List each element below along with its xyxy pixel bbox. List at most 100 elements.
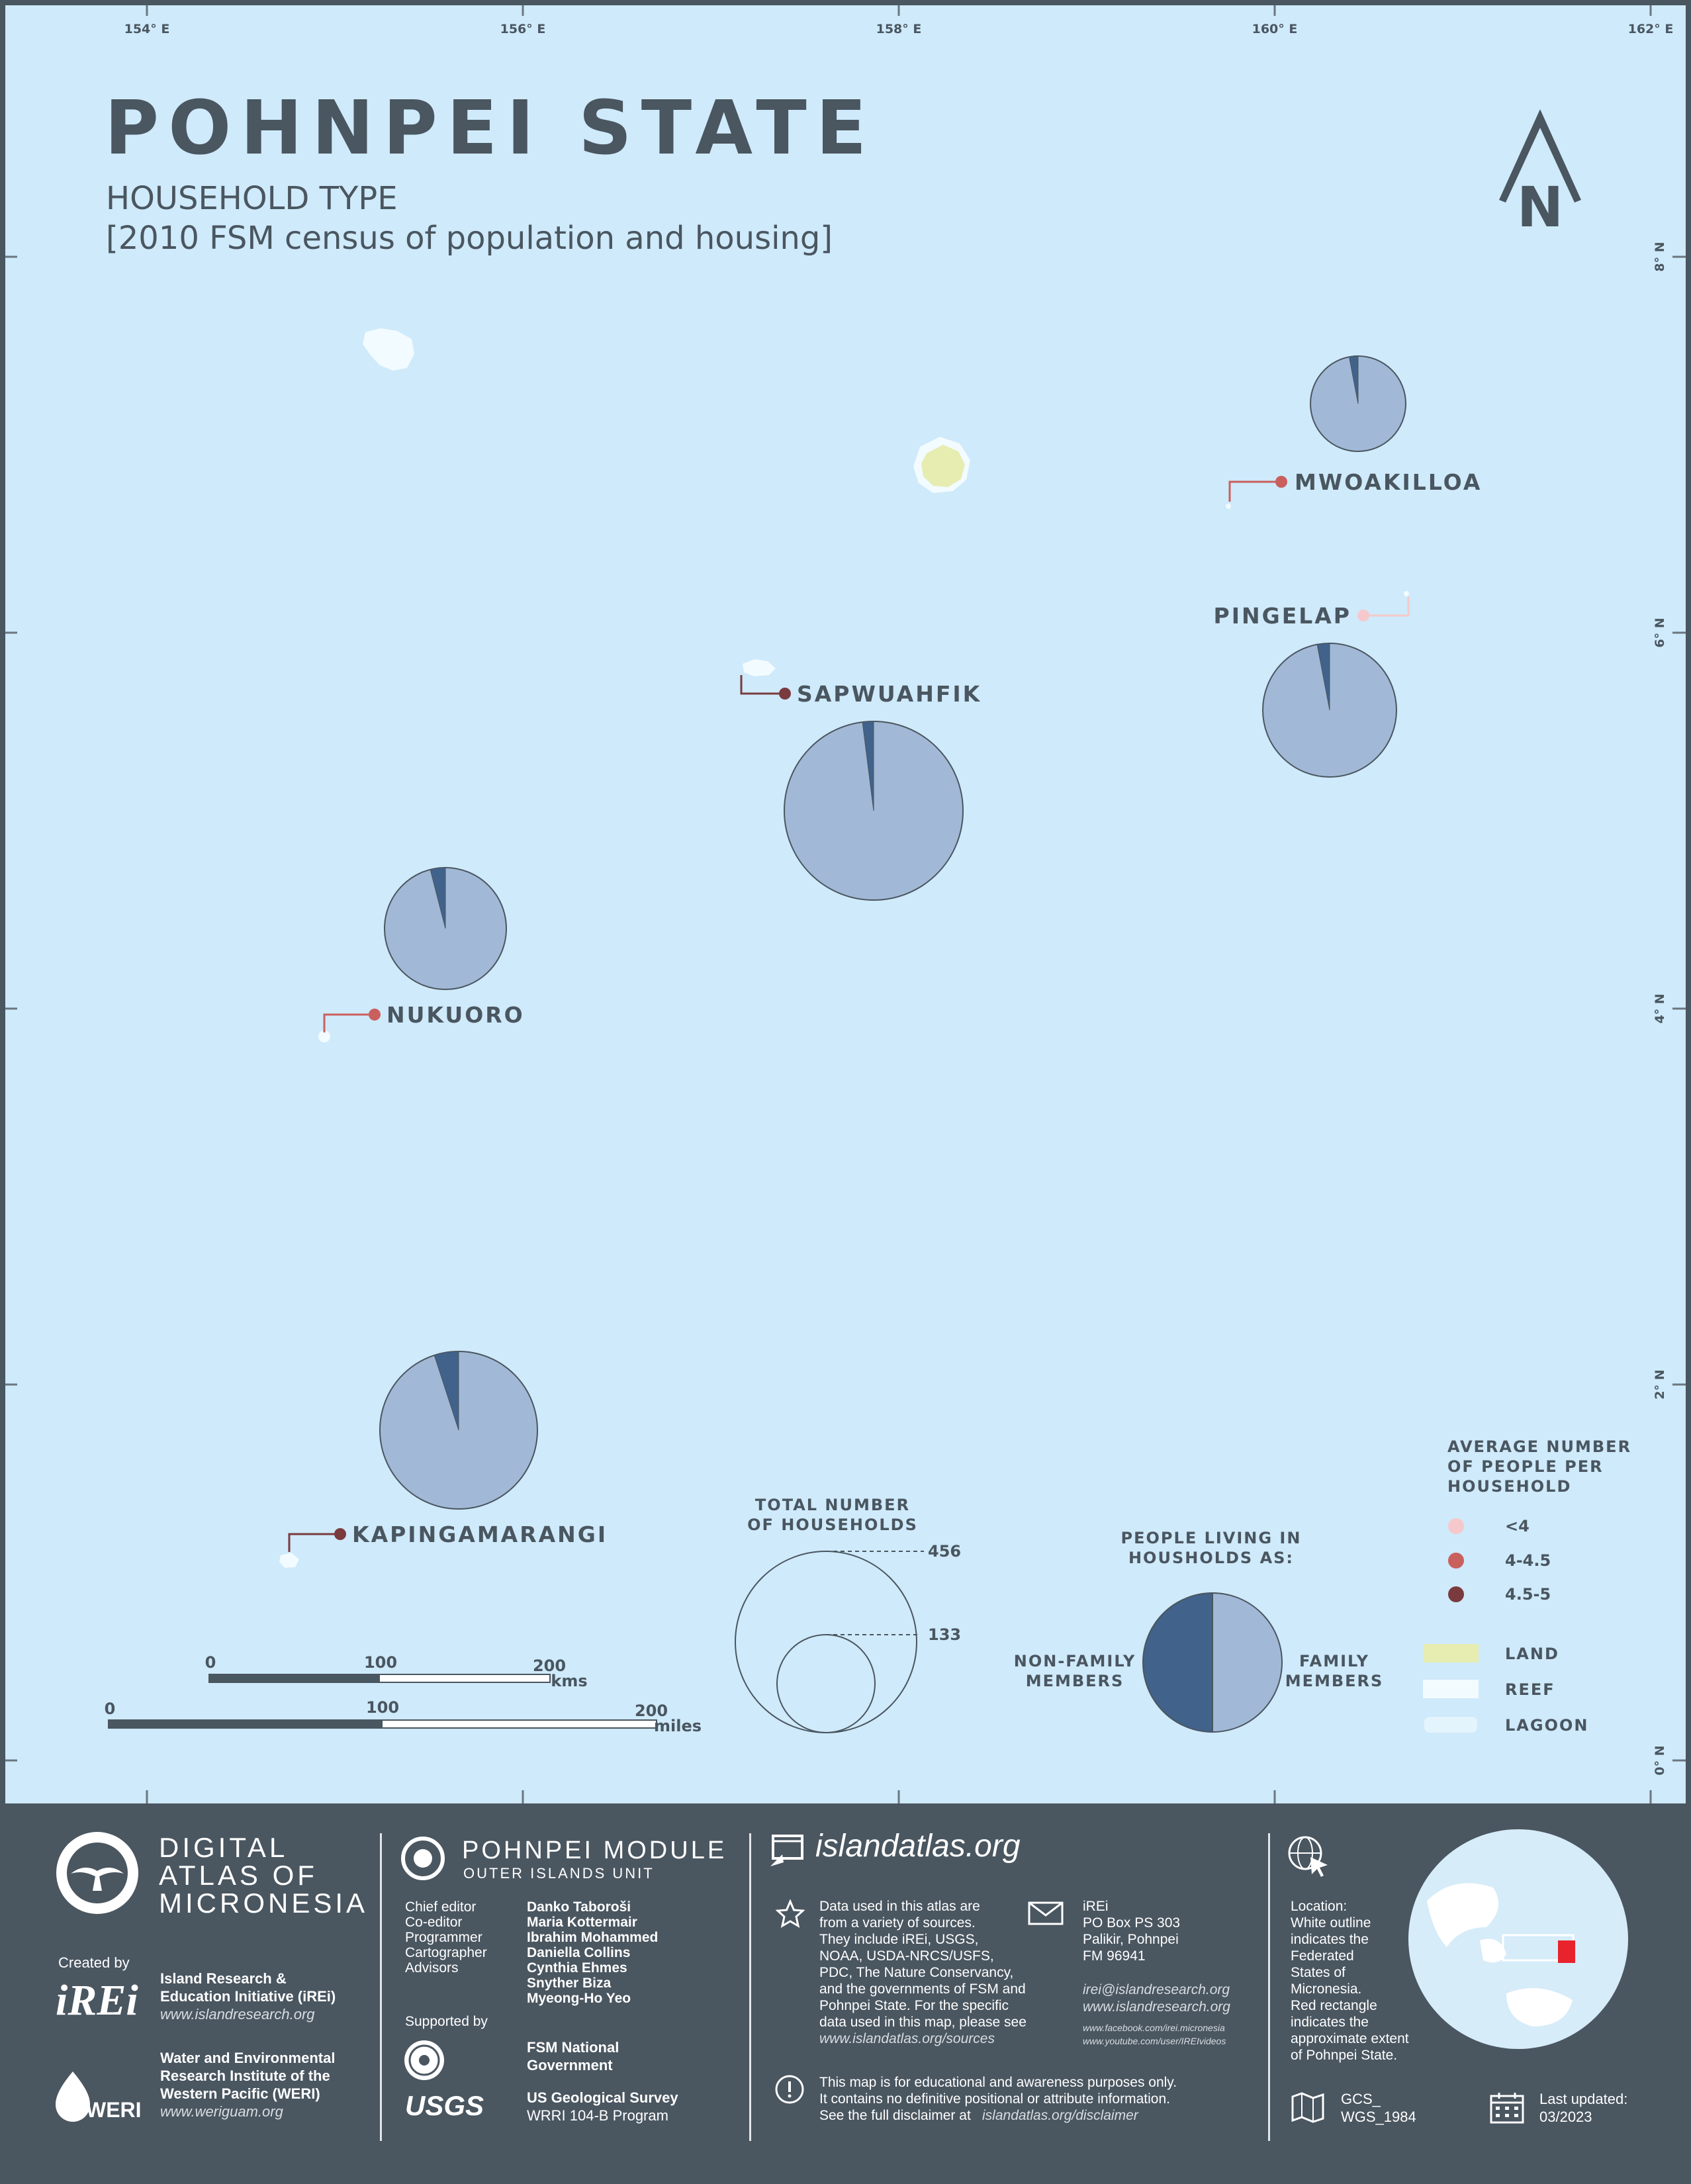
source-note: [2010 FSM census of population and housi… [106, 220, 833, 257]
site-link[interactable]: islandatlas.org [815, 1829, 1021, 1864]
avg-class-4-45: 4-4.5 [1505, 1551, 1551, 1570]
contact-address: iREi PO Box PS 303 Palikir, Pohnpei FM 9… [1083, 1899, 1181, 1964]
gcs-name-1: GCS_ [1341, 2091, 1381, 2107]
mail-icon [1028, 1901, 1064, 1925]
svg-text:AVERAGE NUMBER: AVERAGE NUMBER [1447, 1437, 1631, 1456]
kapinga-label: KAPINGAMARANGI [352, 1522, 608, 1547]
nukuoro-pie-non-family [430, 867, 446, 929]
lat-label-8: 8° N [1653, 242, 1667, 271]
map: 154° E 156° E 158° E 160° E 162° E 8° N … [5, 5, 1686, 1803]
km-label-0: 0 [205, 1653, 216, 1672]
kapinga-avg-dot [334, 1528, 346, 1540]
svg-text:N: N [1517, 175, 1563, 240]
footer-divider-1 [380, 1833, 382, 2141]
mi-label-100: 100 [366, 1698, 399, 1717]
weri-name-3: Western Pacific (WERI) [160, 2085, 320, 2102]
footer-divider-3 [1268, 1833, 1270, 2141]
avg-class-lt4: <4 [1505, 1517, 1530, 1535]
map-projection-icon [1291, 2092, 1324, 2123]
svg-text:HOUSHOLDS AS:: HOUSHOLDS AS: [1128, 1549, 1294, 1567]
pingelap-reef [1404, 591, 1409, 596]
atlas-logo-icon [56, 1832, 138, 1914]
nukuoro-leader [323, 1013, 375, 1032]
size-value-456: 456 [928, 1542, 961, 1561]
pohnpei-seal-icon [401, 1837, 445, 1880]
svg-text:OF PEOPLE PER: OF PEOPLE PER [1447, 1457, 1604, 1476]
ocean [5, 5, 1686, 1803]
map-subtitle: HOUSEHOLD TYPE [106, 180, 398, 217]
mwoakilloa-avg-dot [1275, 476, 1287, 488]
avg-class-45-5: 4.5-5 [1505, 1585, 1551, 1604]
location-text: Location: White outline indicates the Fe… [1291, 1899, 1409, 2063]
mwoakilloa-label: MWOAKILLOA [1295, 469, 1482, 495]
contact-web-link[interactable]: www.islandresearch.org [1083, 1999, 1230, 2015]
sources-link[interactable]: www.islandatlas.org/sources [819, 2031, 995, 2046]
sapwuahfik-label: SAPWUAHFIK [797, 681, 982, 707]
reef-shape [363, 328, 414, 371]
website-icon [770, 1835, 803, 1866]
facebook-link[interactable]: www.facebook.com/irei.micronesia [1083, 2023, 1225, 2033]
irei-url-link[interactable]: www.islandresearch.org [160, 2006, 315, 2023]
pingelap-leader [1363, 597, 1410, 617]
irei-logo: iREi [56, 1976, 138, 2025]
youtube-link[interactable]: www.youtube.com/user/IREIvideos [1083, 2036, 1226, 2046]
lon-label-162: 162° E [1628, 22, 1674, 36]
lon-label-154: 154° E [124, 22, 170, 36]
irei-name-1: Island Research & [160, 1970, 287, 1987]
lat-label-2: 2° N [1653, 1369, 1667, 1399]
staff-roles: Chief editor Co-editor Programmer Cartog… [405, 1899, 487, 1976]
staff-names: Danko Taboroši Maria Kottermair Ibrahim … [527, 1899, 659, 2006]
weri-url-link[interactable]: www.weriguam.org [160, 2103, 283, 2120]
mi-label-200: 200 [635, 1702, 668, 1720]
svg-text:PEOPLE LIVING IN: PEOPLE LIVING IN [1121, 1529, 1302, 1547]
pingelap-avg-dot [1357, 610, 1369, 621]
usgs-name-2: WRRI 104-B Program [527, 2107, 668, 2124]
fsm-name-2: Government [527, 2057, 613, 2073]
lon-label-160: 160° E [1252, 22, 1298, 36]
contact-email-link[interactable]: irei@islandresearch.org [1083, 1982, 1230, 1997]
lon-label-158: 158° E [876, 22, 922, 36]
pingelap-label: PINGELAP [1214, 603, 1351, 629]
calendar-icon [1490, 2093, 1524, 2124]
lat-label-6: 6° N [1653, 617, 1667, 647]
lagoon-label: LAGOON [1505, 1716, 1588, 1735]
usgs-logo: USGS [405, 2090, 484, 2121]
svg-text:OF HOUSEHOLDS: OF HOUSEHOLDS [747, 1516, 918, 1534]
island-shapes [279, 328, 1409, 1568]
kapinga-reef [279, 1553, 299, 1568]
nukuoro-label: NUKUORO [387, 1002, 525, 1028]
weri-logo: WERI [86, 2098, 142, 2122]
mi-unit: miles [654, 1717, 702, 1735]
pohnpei-land [921, 445, 965, 487]
mi-label-0: 0 [105, 1700, 116, 1718]
footer-divider-2 [749, 1833, 751, 2141]
pingelap-pie-non-family [1316, 643, 1330, 711]
legend-household-type: PEOPLE LIVING IN HOUSHOLDS AS: NON-FAMIL… [1014, 1529, 1382, 1733]
module-sub: OUTER ISLANDS UNIT [463, 1865, 655, 1882]
info-icon [775, 2075, 804, 2104]
lat-label-4: 4° N [1653, 993, 1667, 1023]
star-icon [776, 1899, 805, 1929]
sapwuahfik-leader [740, 675, 785, 695]
atlas-name-2: ATLAS OF [159, 1860, 318, 1891]
sources-text: Data used in this atlas are from a varie… [819, 1899, 1027, 2030]
svg-text:HOUSEHOLD: HOUSEHOLD [1447, 1477, 1571, 1496]
map-title: POHNPEI STATE [105, 85, 876, 171]
disclaimer-link[interactable]: islandatlas.org/disclaimer [982, 2108, 1138, 2123]
created-by: Created by [58, 1954, 130, 1971]
legend-average-people: AVERAGE NUMBER OF PEOPLE PER HOUSEHOLD <… [1423, 1437, 1631, 1735]
gcs-name-2: WGS_1984 [1341, 2109, 1416, 2125]
atlas-name-1: DIGITAL [159, 1832, 289, 1863]
irei-name-2: Education Initiative (iREi) [160, 1988, 336, 2005]
supported-by: Supported by [405, 2014, 488, 2029]
nukuoro-reef [318, 1030, 330, 1042]
footer [0, 1803, 1691, 2184]
land-label: LAND [1505, 1645, 1559, 1663]
sapwuahfik-avg-dot [779, 688, 791, 700]
nukuoro-avg-dot [369, 1009, 381, 1021]
family-label: FAMILY [1299, 1652, 1369, 1670]
fsm-seal-icon [404, 2040, 444, 2080]
mwoakilloa-reef [1226, 504, 1231, 509]
kapinga-leader [288, 1533, 340, 1552]
north-arrow-icon: N [1499, 109, 1581, 240]
